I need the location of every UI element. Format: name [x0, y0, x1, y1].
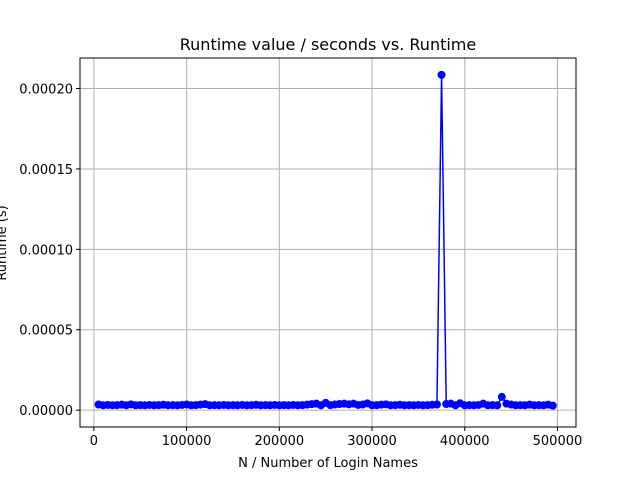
- grid-lines: [80, 58, 576, 427]
- plot-frame: [79, 57, 577, 428]
- x-tick-label: 200000: [255, 434, 305, 449]
- x-axis-label: N / Number of Login Names: [238, 456, 418, 471]
- x-tick-label: 300000: [347, 434, 397, 449]
- series-line: [98, 74, 553, 407]
- y-tick-label: 0.00020: [19, 83, 73, 98]
- data-point: [548, 401, 557, 410]
- x-tick-label: 0: [90, 434, 98, 449]
- data-point: [493, 401, 502, 410]
- data-point: [437, 70, 446, 79]
- chart-title: Runtime value / seconds vs. Runtime: [180, 35, 476, 54]
- y-tick-label: 0.00005: [19, 324, 73, 339]
- y-tick-label: 0.00000: [19, 404, 73, 419]
- data-point: [497, 392, 506, 401]
- series-layer: [94, 70, 557, 410]
- y-axis-label: Runtime (s): [0, 205, 10, 280]
- x-tick-label: 500000: [533, 434, 583, 449]
- y-tick-label: 0.00010: [19, 243, 73, 258]
- y-tick-label: 0.00015: [19, 163, 73, 178]
- x-tick-label: 400000: [440, 434, 490, 449]
- x-tick-label: 100000: [162, 434, 212, 449]
- y-axis: 0.00000 0.00005 0.00010 0.00015 0.00020: [19, 83, 80, 419]
- data-point: [432, 400, 441, 409]
- x-axis: 0 100000 200000 300000 400000 500000: [90, 427, 583, 449]
